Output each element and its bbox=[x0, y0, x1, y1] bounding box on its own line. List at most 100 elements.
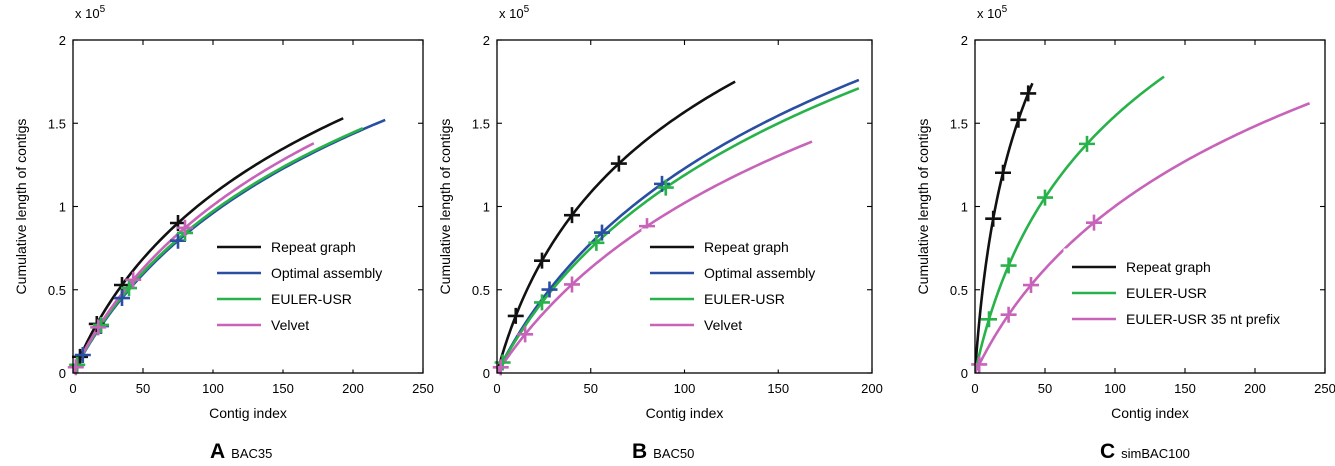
data-point-marker bbox=[517, 326, 534, 343]
x-tick-label: 50 bbox=[584, 381, 598, 396]
data-point-marker bbox=[610, 155, 627, 172]
data-point-marker bbox=[588, 234, 605, 251]
series-line bbox=[497, 80, 736, 373]
y-tick-label: 0.5 bbox=[48, 283, 66, 298]
legend-entry: Repeat graph bbox=[271, 239, 356, 255]
panel-b: 0 50 100 150 200 0 0.5 1 1.5 2 x 105 Contig index Cu… bbox=[437, 4, 883, 463]
data-point-marker bbox=[1037, 189, 1053, 206]
y-tick-label: 1 bbox=[59, 200, 66, 215]
data-point-marker bbox=[981, 311, 997, 328]
x-tick-label: 100 bbox=[674, 381, 696, 396]
x-tick-label: 250 bbox=[1314, 381, 1335, 396]
x-tick-label: 50 bbox=[136, 381, 150, 396]
panel-caption: B BAC50 bbox=[632, 440, 694, 463]
series-line bbox=[73, 117, 344, 373]
y-tick-label: 2 bbox=[483, 33, 490, 48]
legend-entry: Repeat graph bbox=[1126, 259, 1211, 275]
x-tick-label: 250 bbox=[412, 381, 434, 396]
x-axis-label: Contig index bbox=[1111, 405, 1189, 421]
data-point-marker bbox=[594, 224, 610, 241]
legend-entry: EULER-USR bbox=[704, 291, 785, 307]
x-axis-label: Contig index bbox=[646, 405, 724, 421]
legend-entry: Optimal assembly bbox=[704, 265, 815, 281]
data-point-marker bbox=[1000, 257, 1017, 274]
legend-entry: EULER-USR 35 nt prefix bbox=[1126, 311, 1280, 327]
data-point-marker bbox=[114, 290, 130, 307]
legend-entry: Optimal assembly bbox=[271, 265, 382, 281]
x-tick-label: 200 bbox=[1244, 381, 1266, 396]
x-tick-label: 0 bbox=[69, 381, 76, 396]
data-point-marker bbox=[534, 252, 550, 269]
plot-area bbox=[73, 117, 386, 373]
y-tick-label: 0 bbox=[483, 366, 490, 381]
legend-entry: Velvet bbox=[704, 317, 742, 333]
data-point-marker bbox=[69, 356, 86, 373]
y-exponent-label: x 105 bbox=[499, 4, 530, 21]
legend: Repeat graph EULER-USR EULER-USR 35 nt pre… bbox=[1063, 248, 1319, 340]
y-tick-label: 1 bbox=[961, 200, 968, 215]
data-point-marker bbox=[971, 356, 988, 373]
data-point-marker bbox=[1079, 135, 1095, 152]
y-axis-label: Cumulative length of contigs bbox=[13, 119, 29, 295]
x-tick-label: 150 bbox=[1174, 381, 1196, 396]
legend: Repeat graph Optimal assembly EULER-USR Vel… bbox=[641, 228, 865, 370]
series-line bbox=[975, 75, 1165, 373]
data-point-marker bbox=[1010, 111, 1027, 128]
data-point-marker bbox=[1023, 277, 1039, 294]
legend: Repeat graph Optimal assembly EULER-USR Vel… bbox=[208, 228, 416, 370]
x-tick-label: 100 bbox=[202, 381, 224, 396]
data-point-marker bbox=[1020, 85, 1037, 102]
legend-entry: EULER-USR bbox=[271, 291, 352, 307]
x-tick-label: 150 bbox=[272, 381, 294, 396]
series-line bbox=[975, 102, 1311, 373]
data-point-marker bbox=[654, 175, 670, 192]
data-point-marker bbox=[534, 294, 550, 311]
series-line bbox=[975, 82, 1034, 373]
data-point-marker bbox=[90, 319, 107, 336]
y-tick-label: 1.5 bbox=[950, 116, 968, 131]
legend-entry: Velvet bbox=[271, 317, 309, 333]
y-tick-label: 1.5 bbox=[472, 116, 490, 131]
y-tick-label: 0 bbox=[59, 366, 66, 381]
data-point-marker bbox=[1000, 306, 1017, 323]
y-tick-label: 0 bbox=[961, 366, 968, 381]
x-tick-label: 200 bbox=[861, 381, 883, 396]
x-tick-label: 150 bbox=[767, 381, 789, 396]
data-point-marker bbox=[93, 316, 109, 333]
data-point-marker bbox=[125, 271, 142, 288]
x-tick-label: 100 bbox=[1104, 381, 1126, 396]
data-point-marker bbox=[1086, 214, 1102, 231]
data-point-marker bbox=[985, 210, 1002, 227]
x-tick-label: 50 bbox=[1038, 381, 1052, 396]
y-tick-label: 0.5 bbox=[950, 283, 968, 298]
data-point-marker bbox=[72, 348, 88, 365]
y-tick-label: 2 bbox=[961, 33, 968, 48]
data-point-marker bbox=[564, 276, 580, 293]
data-point-marker bbox=[564, 207, 580, 224]
data-point-marker bbox=[177, 219, 193, 236]
series-line bbox=[497, 87, 860, 373]
x-tick-label: 200 bbox=[342, 381, 364, 396]
panel-c: 0 50 100 150 200 250 0 0.5 1 1.5 2 x 105 Contig inde… bbox=[915, 4, 1335, 463]
y-exponent-label: x 105 bbox=[977, 4, 1008, 21]
panel-a: 0 50 100 150 200 250 0 0.5 1 1.5 2 x 105 Contig inde… bbox=[13, 4, 434, 463]
y-axis-label: Cumulative length of contigs bbox=[437, 119, 453, 295]
y-tick-label: 1 bbox=[483, 200, 490, 215]
legend-entry: EULER-USR bbox=[1126, 285, 1207, 301]
panel-caption: A BAC35 bbox=[210, 440, 272, 463]
y-tick-label: 2 bbox=[59, 33, 66, 48]
y-axis-label: Cumulative length of contigs bbox=[915, 119, 931, 295]
x-axis-label: Contig index bbox=[209, 405, 287, 421]
data-point-marker bbox=[507, 307, 524, 324]
data-point-marker bbox=[995, 164, 1011, 181]
data-point-marker bbox=[657, 179, 674, 196]
x-tick-label: 0 bbox=[493, 381, 500, 396]
series-line bbox=[73, 142, 315, 373]
y-tick-label: 0.5 bbox=[472, 283, 490, 298]
legend-entry: Repeat graph bbox=[704, 239, 789, 255]
series-line bbox=[497, 140, 813, 373]
data-point-marker bbox=[74, 346, 91, 363]
data-point-marker bbox=[170, 232, 186, 249]
